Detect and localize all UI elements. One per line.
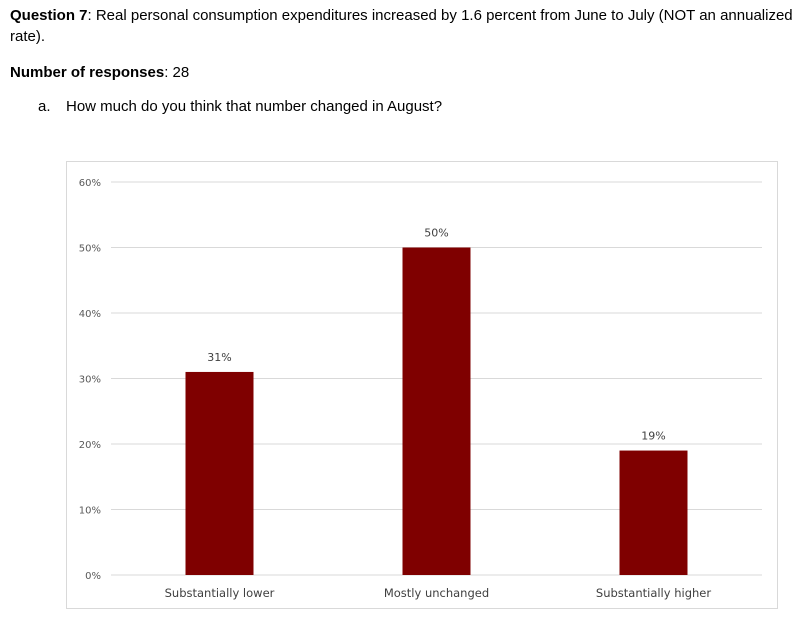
- responses-count: Number of responses: 28: [10, 63, 189, 83]
- question-label: Question 7: [10, 7, 88, 24]
- bar-chart: 0% 10% 20% 30% 40% 50% 60% 31% 50% 19% Substanti…: [79, 178, 762, 600]
- list-marker: a.: [38, 98, 51, 115]
- data-labels: 31% 50% 19%: [207, 227, 665, 443]
- question-text: : Real personal consumption expenditures…: [87, 7, 793, 24]
- y-tick-label: 30%: [79, 375, 101, 386]
- category-label: Mostly unchanged: [384, 586, 489, 600]
- y-tick-label: 10%: [79, 506, 101, 517]
- y-tick-label: 20%: [79, 440, 101, 451]
- question-text-continued: rate).: [10, 28, 46, 45]
- data-label: 50%: [424, 227, 448, 240]
- question-line-1: Question 7: Real personal consumption ex…: [10, 6, 793, 26]
- chart-frame: 0% 10% 20% 30% 40% 50% 60% 31% 50% 19% Substanti…: [66, 161, 778, 609]
- x-axis-categories: Substantially lower Mostly unchanged Subst…: [165, 586, 712, 600]
- responses-value: : 28: [164, 64, 190, 81]
- y-tick-label: 60%: [79, 178, 101, 189]
- category-label: Substantially lower: [165, 586, 275, 600]
- bar: [619, 450, 688, 575]
- category-label: Substantially higher: [596, 586, 711, 600]
- responses-label: Number of responses: [10, 64, 165, 81]
- data-label: 31%: [207, 351, 231, 364]
- sub-question-text: How much do you think that number change…: [66, 98, 443, 115]
- question-line-2: rate).: [10, 27, 45, 47]
- bar: [402, 247, 471, 575]
- bars: [185, 247, 688, 575]
- y-tick-label: 50%: [79, 244, 101, 255]
- sub-question: a. How much do you think that number chan…: [38, 97, 442, 117]
- bar: [185, 371, 254, 575]
- y-axis-ticks: 0% 10% 20% 30% 40% 50% 60%: [79, 178, 101, 582]
- y-tick-label: 0%: [85, 571, 101, 582]
- data-label: 19%: [641, 430, 665, 443]
- y-tick-label: 40%: [79, 309, 101, 320]
